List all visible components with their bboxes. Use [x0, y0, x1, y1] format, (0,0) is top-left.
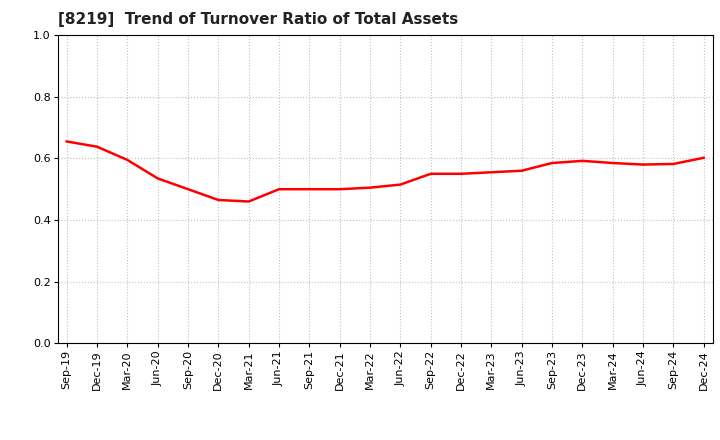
Text: [8219]  Trend of Turnover Ratio of Total Assets: [8219] Trend of Turnover Ratio of Total … [58, 12, 458, 27]
